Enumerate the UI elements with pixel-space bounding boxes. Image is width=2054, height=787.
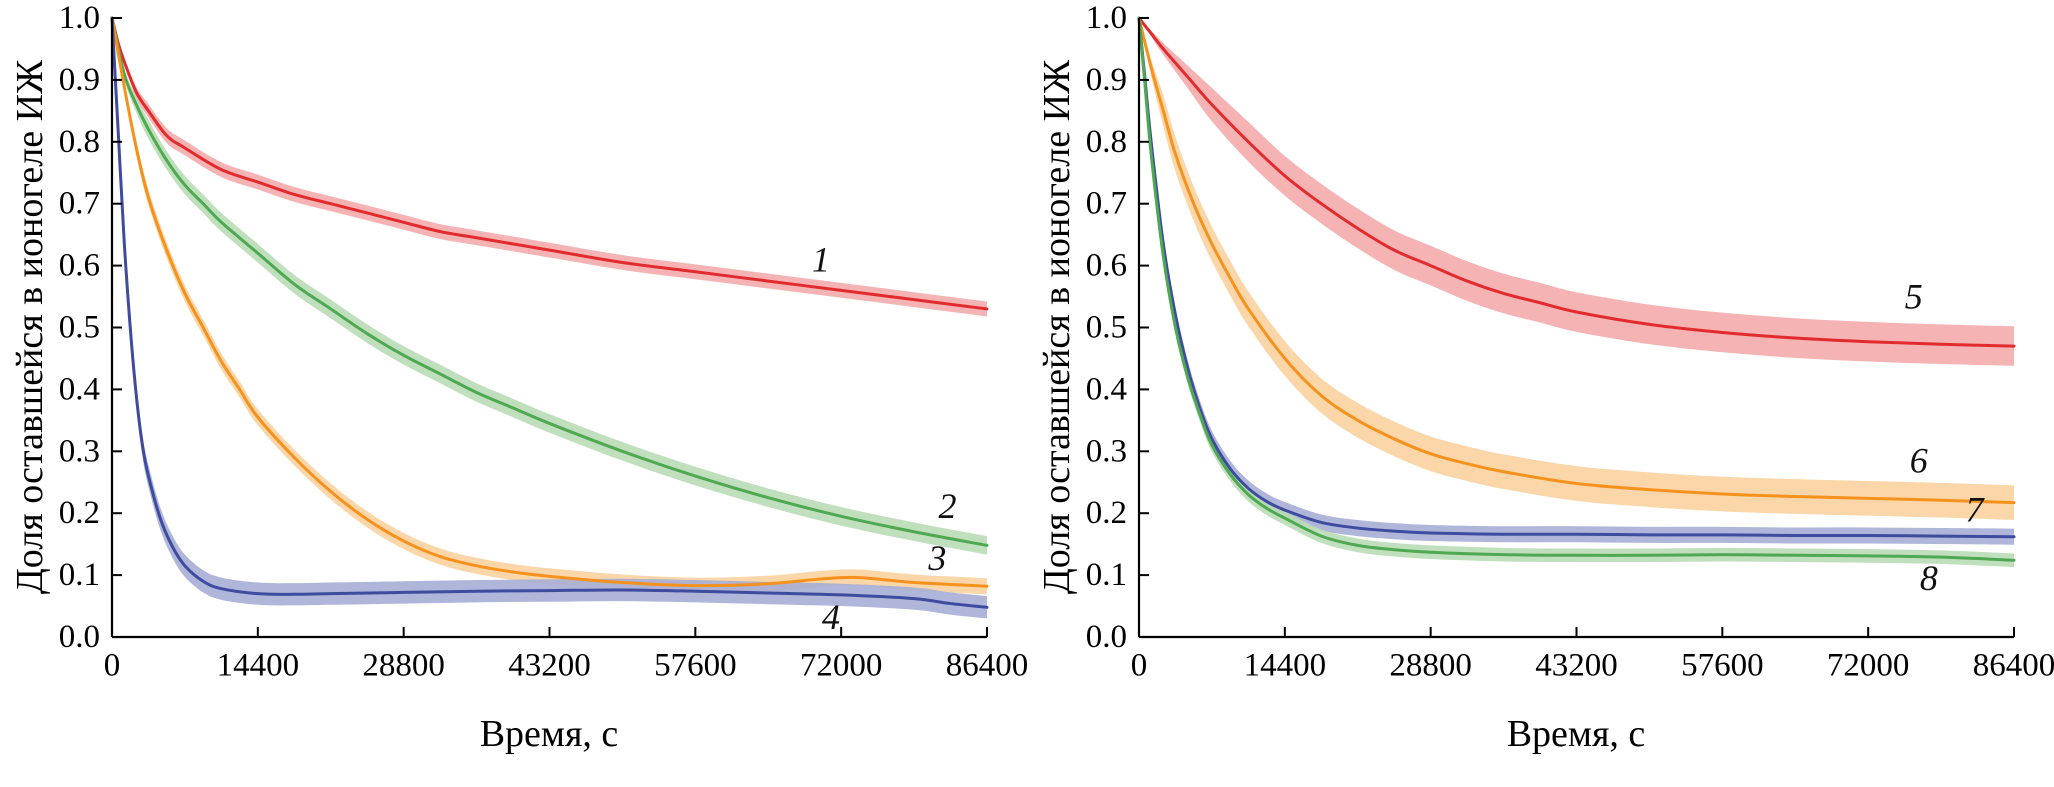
y-tick-label: 0.8 <box>1086 124 1127 160</box>
y-tick-label: 0.2 <box>1086 495 1127 531</box>
y-tick-label: 0.5 <box>1086 310 1127 346</box>
series-4-line <box>110 16 989 609</box>
series-8-line <box>1137 16 2016 562</box>
series-5-band <box>1139 18 2014 366</box>
series-5-line <box>1137 16 2016 348</box>
curve-label-4: 4 <box>822 597 840 637</box>
x-tick-label: 14400 <box>217 647 300 683</box>
y-tick-label: 0.1 <box>59 557 100 593</box>
x-tick-label: 72000 <box>1827 647 1910 683</box>
y-tick-label: 0.6 <box>1086 248 1127 284</box>
y-tick-label: 0.7 <box>1086 186 1127 222</box>
curve-label-7: 7 <box>1966 489 1986 529</box>
series-7-band <box>1139 18 2014 545</box>
curve-label-3: 3 <box>927 538 946 578</box>
x-tick-label: 0 <box>104 647 121 683</box>
left-chart: Доля оставшейся в ионогеле ИЖ 0 14400 2880… <box>9 0 1029 755</box>
y-tick-label: 0.9 <box>59 62 100 98</box>
y-tick-label: 0.3 <box>1086 433 1127 469</box>
curve-label-6: 6 <box>1910 441 1928 481</box>
y-tick-label: 0.2 <box>59 495 100 531</box>
left-chart-svg: 0 14400 28800 43200 57600 72000 86400 0.0 0.1 0.2… <box>59 0 1029 683</box>
x-tick-label: 28800 <box>1389 647 1472 683</box>
x-tick-label: 43200 <box>508 647 591 683</box>
curve-label-5: 5 <box>1905 277 1923 317</box>
y-tick-label: 0.5 <box>59 310 100 346</box>
series-1-band <box>112 18 987 317</box>
y-tick-label: 0.3 <box>59 433 100 469</box>
y-tick-label: 0.7 <box>59 186 100 222</box>
y-tick-label: 0.4 <box>59 371 100 407</box>
series-7-line <box>1137 16 2016 539</box>
right-chart: Доля оставшейся в ионогеле ИЖ 0 14400 2880… <box>1027 0 2054 787</box>
x-tick-label: 0 <box>1131 647 1148 683</box>
y-tick-label: 0.9 <box>1086 62 1127 98</box>
y-tick-label: 1.0 <box>1086 0 1127 36</box>
y-tick-label: 0.4 <box>1086 371 1127 407</box>
series-3-band <box>112 18 987 595</box>
y-tick-label: 1.0 <box>59 0 100 36</box>
x-tick-label: 28800 <box>362 647 445 683</box>
y-tick-label: 0.8 <box>59 124 100 160</box>
x-tick-label: 86400 <box>946 647 1029 683</box>
y-tick-label: 0.0 <box>59 619 100 655</box>
x-tick-label: 72000 <box>800 647 883 683</box>
series-6-line <box>1137 16 2016 505</box>
x-tick-label: 43200 <box>1535 647 1618 683</box>
curve-label-2: 2 <box>939 486 957 526</box>
right-x-axis-label: Время, с <box>1506 713 1646 755</box>
curve-label-8: 8 <box>1920 558 1938 598</box>
x-tick-label: 57600 <box>654 647 737 683</box>
x-tick-label: 57600 <box>1681 647 1764 683</box>
series-1-line <box>110 16 989 311</box>
series-3-line <box>110 16 989 588</box>
series-6-band <box>1139 18 2014 521</box>
right-chart-svg: 0 14400 28800 43200 57600 72000 86400 0.0 0.1 0.2… <box>1086 0 2054 683</box>
y-tick-label: 0.1 <box>1086 557 1127 593</box>
y-tick-label: 0.0 <box>1086 619 1127 655</box>
series-2-line <box>110 16 989 547</box>
curve-label-1: 1 <box>812 239 830 279</box>
x-tick-label: 86400 <box>1973 647 2054 683</box>
left-x-axis-label: Время, с <box>479 713 619 755</box>
y-tick-label: 0.6 <box>59 248 100 284</box>
series-2-band <box>112 18 987 555</box>
x-tick-label: 14400 <box>1244 647 1327 683</box>
